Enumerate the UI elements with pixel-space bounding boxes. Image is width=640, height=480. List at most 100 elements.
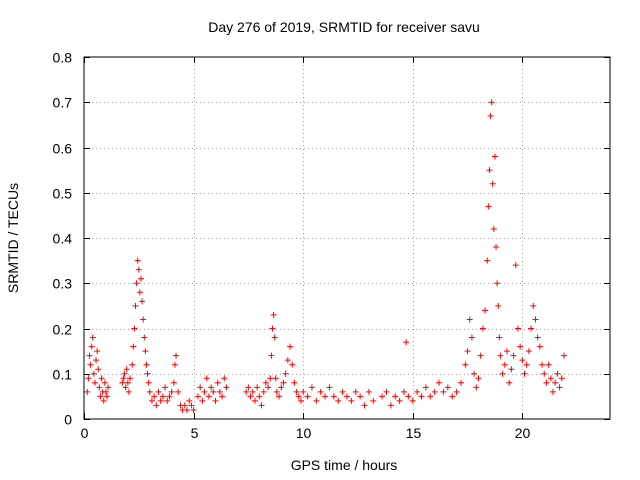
data-point <box>271 334 278 341</box>
data-point <box>210 388 217 395</box>
data-point <box>262 379 269 386</box>
data-point <box>491 153 498 160</box>
data-point <box>203 375 210 382</box>
data-point <box>436 379 443 386</box>
data-point <box>322 393 329 400</box>
data-point <box>124 379 131 386</box>
data-point <box>159 393 166 400</box>
data-point <box>157 397 164 404</box>
data-point <box>164 397 171 404</box>
data-point <box>387 402 394 409</box>
data-point <box>100 397 107 404</box>
data-point <box>308 384 315 391</box>
data-point <box>409 397 416 404</box>
data-point <box>300 388 307 395</box>
data-point <box>129 361 136 368</box>
data-point <box>95 366 102 373</box>
data-point <box>145 379 152 386</box>
data-point <box>170 379 177 386</box>
data-point <box>265 384 272 391</box>
plot-frame <box>83 56 611 420</box>
data-point <box>477 352 484 359</box>
data-point <box>484 257 491 264</box>
data-point <box>144 370 151 377</box>
data-point <box>543 379 550 386</box>
data-point <box>468 334 475 341</box>
data-point <box>440 388 447 395</box>
data-point <box>503 348 510 355</box>
data-point <box>137 275 144 282</box>
data-point <box>357 393 364 400</box>
data-point <box>171 361 178 368</box>
data-point <box>510 352 517 359</box>
y-tick-label: 0.2 <box>53 322 73 338</box>
data-point <box>188 402 195 409</box>
data-point <box>98 375 105 382</box>
x-tick-label: 10 <box>296 425 312 441</box>
data-point <box>105 384 112 391</box>
data-point <box>514 325 521 332</box>
data-point <box>254 384 261 391</box>
data-point <box>256 393 263 400</box>
data-point <box>462 361 469 368</box>
data-point <box>536 343 543 350</box>
data-point <box>487 112 494 119</box>
data-point <box>91 379 98 386</box>
data-point <box>219 393 226 400</box>
data-point <box>422 384 429 391</box>
data-point <box>545 361 552 368</box>
data-point <box>497 352 504 359</box>
data-point <box>273 388 280 395</box>
data-point <box>405 393 412 400</box>
data-point <box>251 397 258 404</box>
data-point <box>90 370 97 377</box>
data-point <box>190 406 197 413</box>
data-point <box>119 379 126 386</box>
data-point <box>93 357 100 364</box>
data-point <box>339 388 346 395</box>
data-point <box>453 388 460 395</box>
data-point <box>135 266 142 273</box>
data-point <box>194 393 201 400</box>
data-point <box>490 225 497 232</box>
tick-labels: 0 5 10 15 20 0 0.1 0.2 0.3 0.4 0.5 0.6 0.7 0.8 <box>53 50 531 442</box>
data-point <box>87 361 94 368</box>
data-point <box>201 388 208 395</box>
data-point <box>89 334 96 341</box>
data-point <box>488 99 495 106</box>
data-point <box>556 384 563 391</box>
data-point <box>249 388 256 395</box>
data-point <box>330 393 337 400</box>
data-point <box>493 244 500 251</box>
data-point <box>317 388 324 395</box>
data-point <box>365 388 372 395</box>
data-point <box>552 379 559 386</box>
data-point <box>392 393 399 400</box>
data-point <box>270 311 277 318</box>
data-point <box>86 352 93 359</box>
data-point <box>123 366 130 373</box>
data-point <box>102 388 109 395</box>
data-point <box>344 393 350 400</box>
data-point <box>532 316 539 323</box>
y-tick-label: 0.5 <box>53 186 73 202</box>
data-point <box>517 343 524 350</box>
data-point <box>94 348 101 355</box>
data-point <box>496 334 503 341</box>
y-tick-label: 0.1 <box>53 367 73 383</box>
data-point <box>101 379 108 386</box>
data-point <box>335 397 342 404</box>
data-point <box>184 406 191 413</box>
data-point <box>120 375 127 382</box>
data-point <box>361 402 368 409</box>
data-point <box>269 325 276 332</box>
data-point <box>205 393 212 400</box>
data-point <box>512 262 519 269</box>
data-point <box>245 384 252 391</box>
data-point <box>134 257 141 264</box>
data-point <box>272 375 279 382</box>
data-point <box>151 393 158 400</box>
data-point <box>260 388 267 395</box>
data-point <box>370 397 377 404</box>
